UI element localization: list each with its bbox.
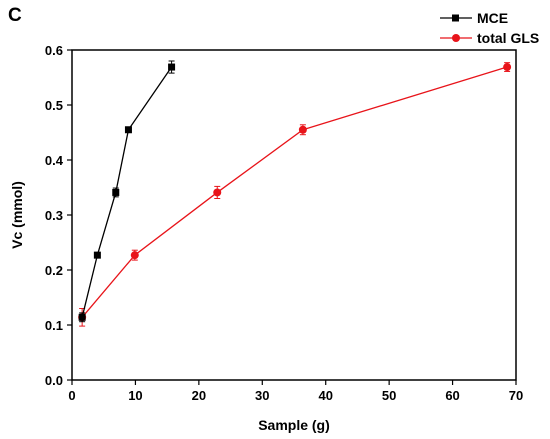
- y-tick-label: 0.5: [45, 98, 63, 113]
- x-tick-label: 20: [192, 388, 206, 403]
- y-tick-label: 0.1: [45, 318, 63, 333]
- data-point: [124, 126, 132, 134]
- legend-label-total-gls: total GLS: [477, 30, 539, 46]
- y-tick-label: 0.2: [45, 263, 63, 278]
- x-axis: 0 10 20 30 40 50 60 70: [68, 380, 523, 403]
- series-total-gls: [78, 62, 512, 327]
- data-point: [503, 63, 512, 72]
- plot-frame: [71, 49, 517, 381]
- data-point: [130, 251, 139, 260]
- data-point: [298, 125, 307, 134]
- x-tick-label: 60: [445, 388, 459, 403]
- data-point: [112, 188, 120, 196]
- x-tick-label: 70: [509, 388, 523, 403]
- x-tick-label: 40: [318, 388, 332, 403]
- legend-marker-mce: [452, 14, 459, 22]
- data-point: [78, 313, 86, 321]
- series-layer: [78, 60, 512, 327]
- y-tick-label: 0.4: [45, 153, 64, 168]
- legend-label-mce: MCE: [477, 10, 508, 26]
- legend: MCE total GLS: [440, 10, 539, 46]
- legend-marker-total-gls: [452, 34, 460, 42]
- data-point: [93, 251, 101, 259]
- y-tick-label: 0.0: [45, 373, 63, 388]
- data-point: [168, 63, 176, 71]
- x-tick-label: 50: [382, 388, 396, 403]
- plot-area: [71, 49, 517, 381]
- y-tick-label: 0.3: [45, 208, 63, 223]
- y-tick-label: 0.6: [45, 43, 63, 58]
- x-tick-label: 0: [68, 388, 75, 403]
- y-axis: 0.0 0.1 0.2 0.3 0.4 0.5 0.6: [45, 43, 72, 388]
- x-axis-label: Sample (g): [258, 417, 330, 433]
- panel-label: C: [8, 5, 22, 26]
- data-point: [213, 188, 222, 197]
- series-line-mce: [81, 66, 173, 318]
- x-tick-label: 30: [255, 388, 269, 403]
- y-axis-label: Vc (mmol): [9, 181, 25, 249]
- series-mce: [78, 60, 176, 323]
- x-tick-label: 10: [128, 388, 142, 403]
